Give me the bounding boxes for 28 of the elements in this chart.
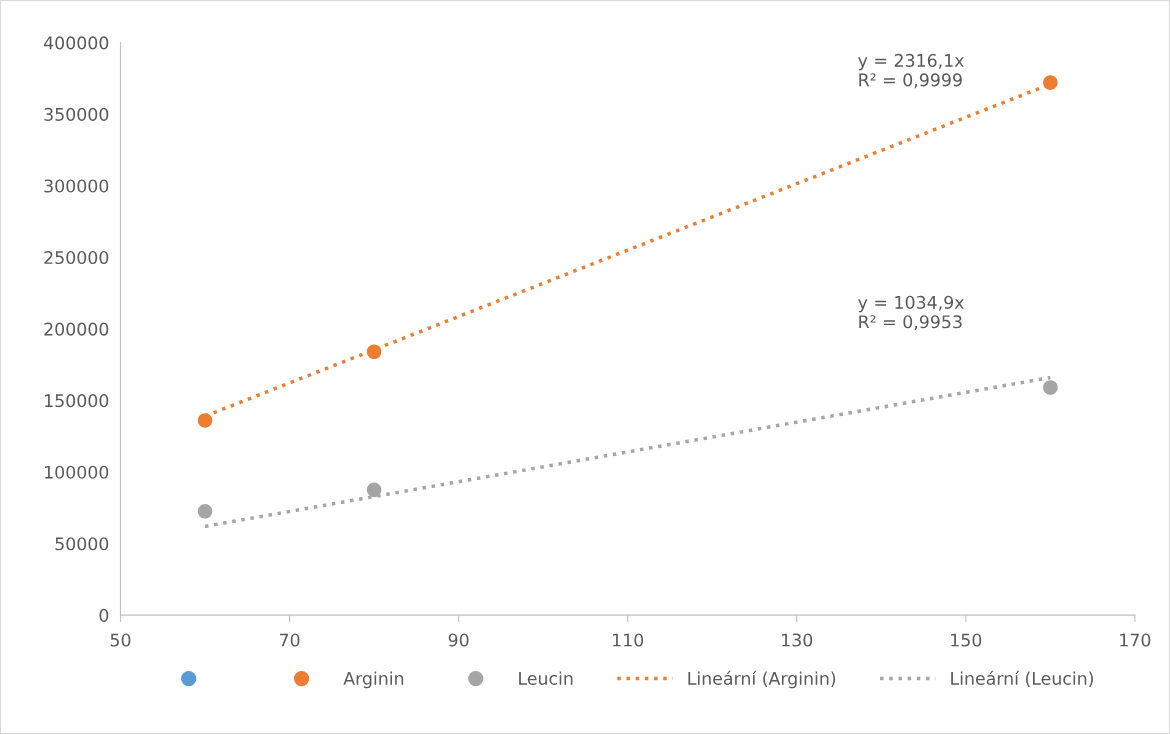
y-tick-label: 400000 bbox=[43, 36, 109, 50]
x-tick-label: 90 bbox=[448, 633, 469, 647]
x-tick-label: 170 bbox=[1120, 633, 1151, 647]
x-tick-label: 70 bbox=[279, 633, 300, 647]
point bbox=[197, 413, 213, 428]
legend-label: Arginin bbox=[343, 671, 404, 689]
y-tick-label: 100000 bbox=[45, 465, 109, 479]
legend-label: Leucin bbox=[519, 671, 573, 685]
y-tick-label: 250000 bbox=[44, 250, 109, 265]
y-tick-label: 0 bbox=[99, 608, 109, 622]
legend-label: Lineární (Leucin) bbox=[951, 670, 1093, 687]
point bbox=[366, 482, 382, 498]
y-tick-label: 350000 bbox=[44, 107, 109, 121]
point bbox=[1043, 75, 1058, 90]
x-tick-label: 150 bbox=[951, 633, 982, 647]
point bbox=[366, 344, 382, 360]
y-tick-label: 200000 bbox=[44, 322, 109, 336]
x-tick-label: 130 bbox=[782, 633, 813, 647]
legend-label: Lineární (Arginin) bbox=[688, 670, 836, 689]
point bbox=[1043, 380, 1058, 395]
y-tick-label: 150000 bbox=[45, 394, 109, 408]
y-tick-label: 50000 bbox=[55, 537, 109, 551]
x-tick-label: 50 bbox=[110, 633, 131, 647]
annotation: y = 2316,1x R² = 0,9999 bbox=[858, 53, 964, 89]
point bbox=[197, 504, 213, 519]
y-tick-label: 300000 bbox=[44, 179, 109, 193]
x-tick-label: 110 bbox=[613, 633, 644, 647]
annotation: y = 1034,9x R² = 0,9953 bbox=[858, 295, 964, 331]
